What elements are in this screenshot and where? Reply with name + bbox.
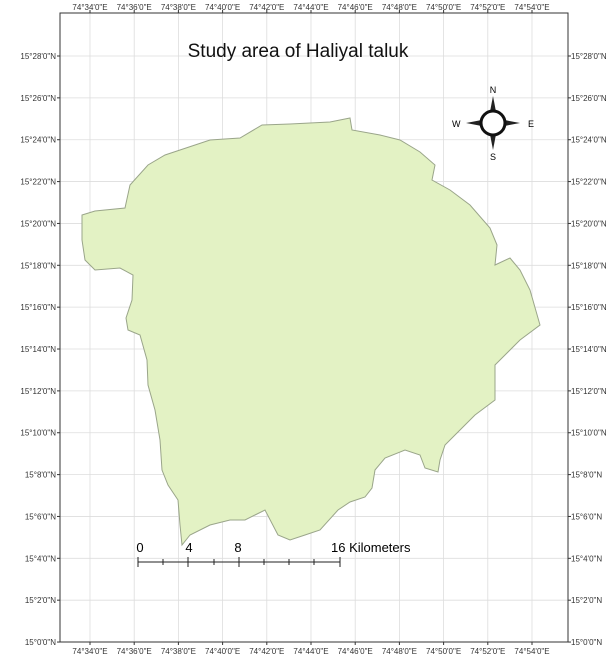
- latitude-label: 15°0'0"N: [571, 638, 602, 647]
- taluk-boundary: [81, 117, 541, 547]
- compass-e: E: [528, 119, 534, 129]
- latitude-label: 15°18'0"N: [20, 261, 56, 270]
- latitude-label: 15°14'0"N: [571, 345, 607, 354]
- longitude-label: 74°50'0"E: [426, 3, 461, 12]
- latitude-label: 15°6'0"N: [25, 512, 56, 521]
- latitude-label: 15°2'0"N: [25, 596, 56, 605]
- latitude-label: 15°12'0"N: [20, 387, 56, 396]
- latitude-label: 15°28'0"N: [571, 52, 607, 61]
- latitude-label: 15°16'0"N: [20, 303, 56, 312]
- latitude-label: 15°4'0"N: [25, 554, 56, 563]
- longitude-label: 74°46'0"E: [338, 647, 373, 656]
- compass-s: S: [490, 152, 496, 162]
- longitude-label: 74°38'0"E: [161, 3, 196, 12]
- latitude-label: 15°28'0"N: [20, 52, 56, 61]
- longitude-label: 74°38'0"E: [161, 647, 196, 656]
- longitude-label: 74°36'0"E: [117, 3, 152, 12]
- latitude-label: 15°12'0"N: [571, 387, 607, 396]
- longitude-label: 74°44'0"E: [293, 3, 328, 12]
- longitude-label: 74°48'0"E: [382, 647, 417, 656]
- compass-n: N: [490, 85, 497, 95]
- latitude-label: 15°26'0"N: [571, 94, 607, 103]
- longitude-label: 74°50'0"E: [426, 647, 461, 656]
- longitude-label: 74°40'0"E: [205, 3, 240, 12]
- scale-label: 8: [234, 540, 241, 555]
- latitude-label: 15°2'0"N: [571, 596, 602, 605]
- longitude-label: 74°46'0"E: [338, 3, 373, 12]
- latitude-label: 15°0'0"N: [25, 638, 56, 647]
- longitude-label: 74°34'0"E: [72, 647, 107, 656]
- longitude-label: 74°54'0"E: [514, 3, 549, 12]
- scale-label: 0: [136, 540, 143, 555]
- latitude-label: 15°26'0"N: [20, 94, 56, 103]
- latitude-label: 15°20'0"N: [20, 219, 56, 228]
- latitude-label: 15°24'0"N: [20, 136, 56, 145]
- longitude-label: 74°36'0"E: [117, 647, 152, 656]
- scale-label: 16 Kilometers: [331, 540, 411, 555]
- latitude-label: 15°22'0"N: [20, 178, 56, 187]
- longitude-label: 74°48'0"E: [382, 3, 417, 12]
- latitude-label: 15°20'0"N: [571, 219, 607, 228]
- longitude-label: 74°44'0"E: [293, 647, 328, 656]
- north-arrow: N S E W: [452, 85, 534, 162]
- latitude-label: 15°6'0"N: [571, 512, 602, 521]
- latitude-label: 15°8'0"N: [25, 471, 56, 480]
- latitude-label: 15°14'0"N: [20, 345, 56, 354]
- map-frame: [59, 12, 569, 643]
- longitude-label: 74°34'0"E: [72, 3, 107, 12]
- latitude-label: 15°24'0"N: [571, 136, 607, 145]
- compass-w: W: [452, 119, 461, 129]
- latitude-label: 15°10'0"N: [20, 429, 56, 438]
- longitude-label: 74°52'0"E: [470, 3, 505, 12]
- latitude-label: 15°8'0"N: [571, 471, 602, 480]
- latitude-label: 15°4'0"N: [571, 554, 602, 563]
- latitude-label: 15°22'0"N: [571, 178, 607, 187]
- scale-bar: [137, 557, 341, 567]
- longitude-label: 74°42'0"E: [249, 647, 284, 656]
- latitude-label: 15°18'0"N: [571, 261, 607, 270]
- longitude-label: 74°42'0"E: [249, 3, 284, 12]
- scale-label: 4: [185, 540, 192, 555]
- latitude-label: 15°16'0"N: [571, 303, 607, 312]
- latitude-label: 15°10'0"N: [571, 429, 607, 438]
- longitude-label: 74°40'0"E: [205, 647, 240, 656]
- map-title: Study area of Haliyal taluk: [188, 41, 409, 62]
- longitude-label: 74°54'0"E: [514, 647, 549, 656]
- longitude-label: 74°52'0"E: [470, 647, 505, 656]
